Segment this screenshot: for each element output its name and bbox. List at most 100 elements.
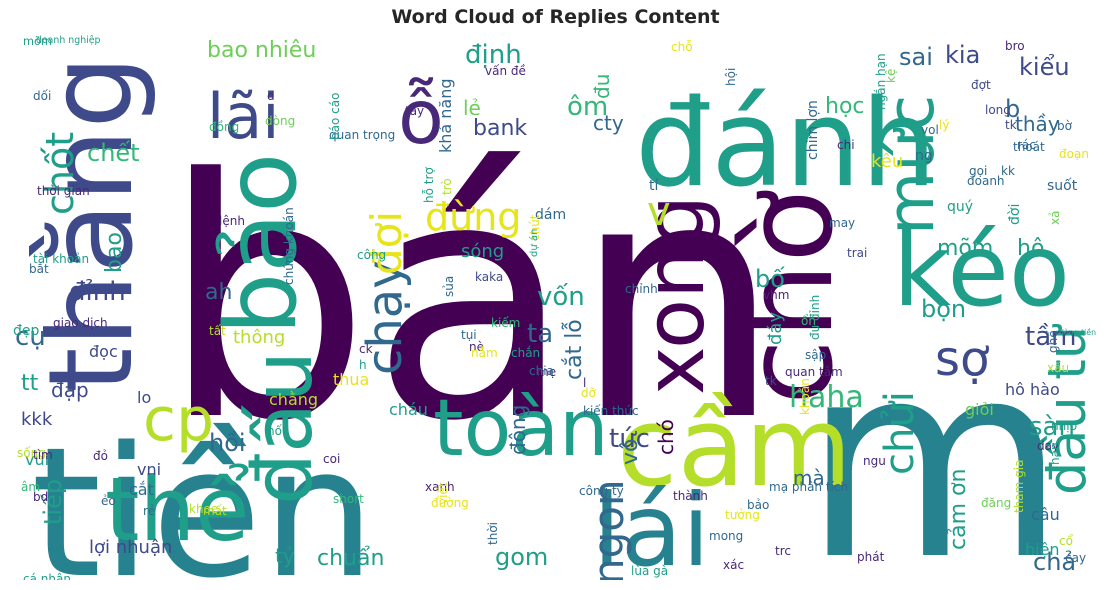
word-chet: chết	[87, 139, 140, 167]
word-re: rẻ	[143, 504, 155, 518]
word-do: dỡ	[581, 386, 597, 400]
word-bank: bank	[473, 116, 527, 141]
word-cho: chó	[654, 419, 678, 455]
word-xau: xấu	[1047, 361, 1069, 375]
word-chan: chắn	[511, 346, 540, 360]
word-tat: tất	[209, 324, 226, 338]
word-doi: đợi	[362, 211, 411, 275]
word-cp: cp	[143, 385, 214, 455]
word-bon: bọn	[921, 295, 966, 323]
word-cong: công	[357, 248, 386, 262]
word-cho: chờ	[721, 190, 860, 405]
word-han: han	[1048, 442, 1062, 465]
word-dep: đẹp	[13, 323, 40, 339]
word-ngon: ngon	[584, 479, 633, 580]
word-tiep: tiếp	[39, 479, 67, 525]
word-dau: đấu	[236, 351, 331, 505]
word-trai: trai	[847, 246, 867, 260]
word-mat: mất	[203, 504, 227, 518]
word-hoc: học	[825, 94, 865, 119]
word-khoan: khoản	[798, 378, 812, 415]
word-mom: mõm	[937, 236, 993, 261]
word-thoi: thời	[486, 522, 500, 545]
word-thay: thầy	[1015, 112, 1060, 136]
word-danh: đánh	[635, 75, 937, 214]
word-ngan-han: ngắn hạn	[874, 53, 888, 110]
word-dung: đừng	[425, 195, 521, 239]
word-bo: bố	[755, 265, 785, 293]
word-doc: đọc	[89, 342, 118, 361]
word-chot: chốt	[38, 132, 82, 215]
word-tuc: tức	[609, 424, 650, 454]
word-doanh: doanh	[967, 174, 1005, 188]
word-dinh: đỉnh	[69, 277, 126, 307]
word-vui: vui	[25, 450, 49, 469]
word-ly: lý	[939, 118, 949, 132]
word-doi: dối	[33, 89, 51, 103]
word-xong: xong	[628, 195, 723, 395]
word-toan: toàn	[433, 384, 609, 474]
word-chang: chằng	[269, 390, 318, 409]
word-the: thể	[105, 458, 249, 561]
word-muc: mức	[874, 95, 949, 235]
word-long: long	[985, 103, 1011, 117]
word-ah: ah	[205, 280, 232, 305]
word-bao-cao: báo cáo	[328, 93, 342, 140]
word-bao-nhieu: bao nhiêu	[207, 38, 316, 63]
word-sai: sai	[899, 43, 933, 71]
word-san: sàn	[1029, 412, 1075, 442]
chart-title: Word Cloud of Replies Content	[391, 6, 720, 28]
word-so: sợ	[935, 331, 989, 387]
word-phat: phát	[857, 550, 885, 564]
word-thoat: thoát	[1013, 140, 1045, 154]
word-song: sóng	[461, 241, 504, 262]
word-dong: đông	[506, 405, 530, 455]
word-xa: xả	[1048, 211, 1062, 225]
word-suot: suốt	[1047, 177, 1078, 194]
word-doi: đời	[1007, 204, 1023, 225]
word-von: vốn	[537, 282, 585, 312]
word-cha: chả	[1033, 548, 1076, 576]
word-cau: câu	[1031, 505, 1060, 524]
word-le: lẻ	[463, 96, 481, 120]
word-tui: tụi	[461, 328, 477, 342]
word-lo: lo	[137, 388, 151, 407]
word-ho-tro: hỗ trợ	[422, 167, 436, 203]
word-duong: đường	[431, 496, 469, 510]
word-dinh: định	[465, 40, 522, 70]
word-am: âm	[21, 480, 40, 494]
word-v: v	[647, 189, 671, 235]
word-co: cổ	[1059, 534, 1074, 548]
word-tt: tt	[21, 371, 39, 396]
word-me: mẹ	[537, 365, 556, 379]
word-ma: mà	[793, 466, 825, 490]
word-xac: xác	[723, 558, 744, 572]
word-du-dinh: đu đỉnh	[808, 295, 822, 340]
word-ta: ta	[527, 319, 553, 349]
word-mong: mong	[709, 529, 743, 543]
word-kia: kia	[945, 41, 980, 69]
word-chay: chạy	[357, 260, 413, 375]
word-kk: kk	[1001, 164, 1015, 178]
word-tim: tìm	[33, 448, 53, 462]
word-chi: chi	[837, 138, 855, 152]
word-bao: bao	[102, 232, 127, 273]
word-ne: nè	[469, 340, 484, 354]
word-tien: tiền	[31, 409, 376, 580]
word-h: h	[359, 358, 367, 372]
word-chim-lon: chim lợn	[805, 100, 821, 160]
word-bat: bắt	[29, 262, 49, 276]
word-noi: nối	[267, 424, 285, 438]
word-bao: bảo	[747, 498, 769, 512]
word-cay: cay	[1065, 551, 1086, 565]
word-dau-tu: đầu tư	[1037, 323, 1098, 495]
word-dong: đồng	[209, 120, 239, 134]
word-day: day	[1037, 439, 1059, 453]
word-thua: thua	[333, 370, 369, 389]
word-tham-gia: tham gia	[1012, 460, 1026, 513]
word-rac: rác	[1017, 138, 1036, 152]
word-quy: quý	[947, 199, 973, 215]
word-tai-khoan: tài khoản	[33, 252, 89, 266]
word-chung-khoan: chứng khoán	[282, 207, 296, 285]
word-l: l	[583, 376, 586, 390]
